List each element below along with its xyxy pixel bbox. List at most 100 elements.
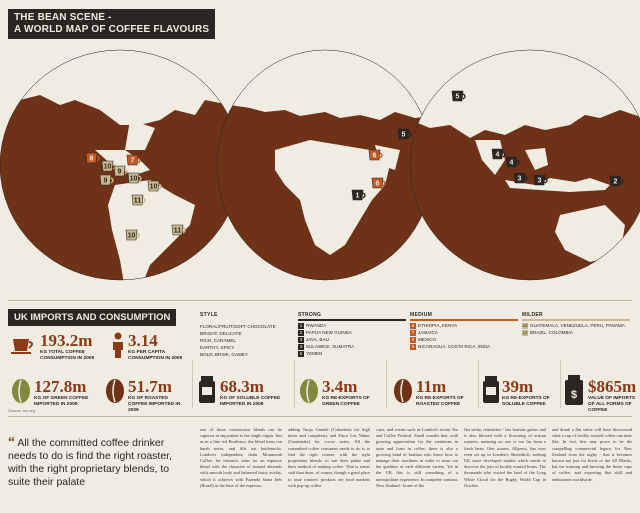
- coffee-cup-marker-7: 7: [126, 154, 141, 166]
- legend-medium-item: 6 ETHIOPIA, KENYA: [410, 323, 458, 329]
- stat-label: KG RE-EXPORTS OF ROASTED COFFEE: [416, 396, 464, 407]
- land-indonesia: [505, 178, 610, 192]
- body-column: one of those connoisseur blends can be s…: [200, 427, 282, 488]
- coffee-cup-marker-2: 2: [609, 175, 624, 187]
- legend-strong-item: 2 PAPUA NEW GUINEA: [298, 330, 352, 336]
- title-line-2: A WORLD MAP OF COFFEE FLAVOURS: [14, 24, 210, 35]
- divider-bottom: [8, 416, 632, 417]
- legend-medium-item: 8 MEXICO: [410, 337, 437, 343]
- roasted-bean-icon: [106, 379, 124, 403]
- stat-value: 3.4m: [322, 377, 358, 396]
- marker-label: 10: [130, 176, 138, 183]
- stat-value: 51.7m: [128, 377, 172, 396]
- coffee-cup-marker-3: 3: [533, 174, 548, 186]
- coffee-cup-marker-10: 10: [127, 172, 142, 184]
- stat-soluble-imports: 68.3m KG OF SOLUBLE COFFEE IMPORTED IN 2…: [220, 378, 290, 408]
- stat-import-value: $865m VALUE OF IMPORTS OF ALL FORMS OF C…: [588, 378, 638, 414]
- legend-milder-bar: [522, 319, 630, 321]
- stat-label: VALUE OF IMPORTS OF ALL FORMS OF COFFEE: [588, 396, 636, 413]
- marker-label: 9: [104, 178, 108, 185]
- land-africa: [275, 140, 390, 255]
- stat-label: KG OF ROASTED COFFEE IMPORTED IN 2009: [128, 396, 181, 413]
- legend-strong-item: 1 RWANDA: [298, 323, 327, 329]
- stat-per-capita: 3.14 KG PER CAPITA CONSUMPTION IN 2009: [128, 332, 188, 362]
- legend-style-row: BOLD, BRISK, GAMEY: [200, 352, 248, 357]
- land-se-asia: [525, 148, 548, 170]
- legend-style-row: RICH, CARAMEL: [200, 338, 236, 343]
- section-title: UK IMPORTS AND CONSUMPTION: [8, 309, 177, 326]
- page-title: THE BEAN SCENE - A WORLD MAP OF COFFEE F…: [8, 9, 216, 39]
- coffee-cup-marker-9: 9: [99, 174, 114, 186]
- stat-soluble-reexports: 39m KG RE-EXPORTS OF SOLUBLE COFFEE: [502, 378, 562, 408]
- title-line-1: THE BEAN SCENE -: [14, 12, 112, 23]
- legend-strong-item: 4 SULAWESI, SUMATRA: [298, 344, 355, 350]
- person-icon: [113, 332, 123, 358]
- coffee-cup-marker-3: 3: [513, 172, 528, 184]
- coffee-cup-marker-10: 10: [125, 229, 140, 241]
- legend-strong-item: 5 YEMEN: [298, 351, 323, 357]
- coffee-cup-icon: [11, 339, 33, 354]
- marker-label: 5: [402, 132, 406, 139]
- divider: [386, 360, 387, 408]
- legend-medium-header: MEDIUM: [410, 312, 433, 318]
- coffee-cup-marker-4: 4: [491, 148, 506, 160]
- marker-label: 7: [131, 158, 135, 165]
- pull-quote: “ All the committed coffee drinker needs…: [8, 436, 186, 489]
- coffee-cup-marker-11: 11: [131, 194, 146, 206]
- stat-label: KG RE-EXPORTS OF SOLUBLE COFFEE: [502, 396, 550, 407]
- coffee-cup-marker-5: 5: [397, 128, 412, 140]
- legend-strong-header: STRONG: [298, 312, 322, 318]
- legend-style-row: FLORAL/FRUIT/SOFT CHOCOLATE: [200, 324, 276, 329]
- soluble-jar-icon: [199, 376, 215, 403]
- marker-label: 3: [538, 178, 542, 185]
- coffee-cup-marker-5: 5: [451, 90, 466, 102]
- stat-roasted-imports: 51.7m KG OF ROASTED COFFEE IMPORTED IN 2…: [128, 378, 188, 414]
- legend-medium-item: 7 JAMAICA: [410, 330, 438, 336]
- marker-label: 11: [174, 228, 182, 235]
- marker-label: 10: [150, 184, 158, 191]
- marker-label: 5: [456, 94, 460, 101]
- marker-label: 4: [510, 160, 514, 167]
- green-bean-icon: [12, 379, 30, 403]
- body-column: adding Tunja Grande (Colombia) for high …: [288, 427, 370, 488]
- marker-label: 6: [373, 153, 377, 160]
- legend-medium-item: 9 NICARAGUA, COSTA RICA, INDIA: [410, 344, 491, 350]
- roasted-bean-icon: [394, 379, 412, 403]
- body-column: and drank a flat white will have discove…: [552, 427, 632, 482]
- quote-text: All the committed coffee drinker needs t…: [8, 437, 173, 488]
- stat-green-reexports: 3.4m KG RE-EXPORTS OF GREEN COFFEE: [322, 378, 382, 408]
- stat-value: 3.14: [128, 331, 158, 350]
- divider: [192, 360, 193, 408]
- marker-label: 1: [356, 193, 360, 200]
- globe-africa: [217, 50, 433, 280]
- land-arabia: [375, 145, 400, 170]
- coffee-cup-marker-4: 4: [505, 156, 520, 168]
- quote-mark-icon: “: [8, 435, 15, 450]
- body-column: flat white, remember - has baristas galo…: [464, 427, 546, 488]
- coffee-cup-marker-8: 8: [85, 152, 100, 164]
- marker-label: 6: [376, 181, 380, 188]
- coffee-cup-marker-10: 10: [147, 180, 162, 192]
- coffee-cup-marker-9: 9: [113, 165, 128, 177]
- globe-asia: [410, 50, 640, 280]
- coffee-cup-marker-6: 6: [371, 177, 386, 189]
- stat-label: KG TOTAL COFFEE CONSUMPTION IN 2009: [40, 350, 95, 361]
- marker-label: 11: [134, 198, 142, 205]
- source-note: Source: ico.org: [8, 408, 35, 413]
- globe-americas: [0, 50, 240, 280]
- legend-style-row: BRIGHT, DELICATE: [200, 331, 242, 336]
- legend-medium-bar: [410, 319, 518, 321]
- legend-milder-header: MILDER: [522, 312, 543, 318]
- stat-value: 193.2m: [40, 331, 93, 350]
- land-central-america: [95, 150, 150, 175]
- stat-green-imports: 127.8m KG OF GREEN COFFEE IMPORTED IN 20…: [34, 378, 104, 408]
- coffee-cup-marker-11: 11: [171, 224, 186, 236]
- stat-roasted-reexports: 11m KG RE-EXPORTS OF ROASTED COFFEE: [416, 378, 476, 408]
- divider: [294, 360, 295, 408]
- marker-label: 4: [496, 152, 500, 159]
- stat-value: 11m: [416, 377, 447, 396]
- marker-label: 2: [614, 179, 618, 186]
- legend-milder-item: 10 GUATEMALA, VENEZUELA, PERU, PANAMA: [522, 323, 625, 329]
- land-south-america: [108, 180, 195, 280]
